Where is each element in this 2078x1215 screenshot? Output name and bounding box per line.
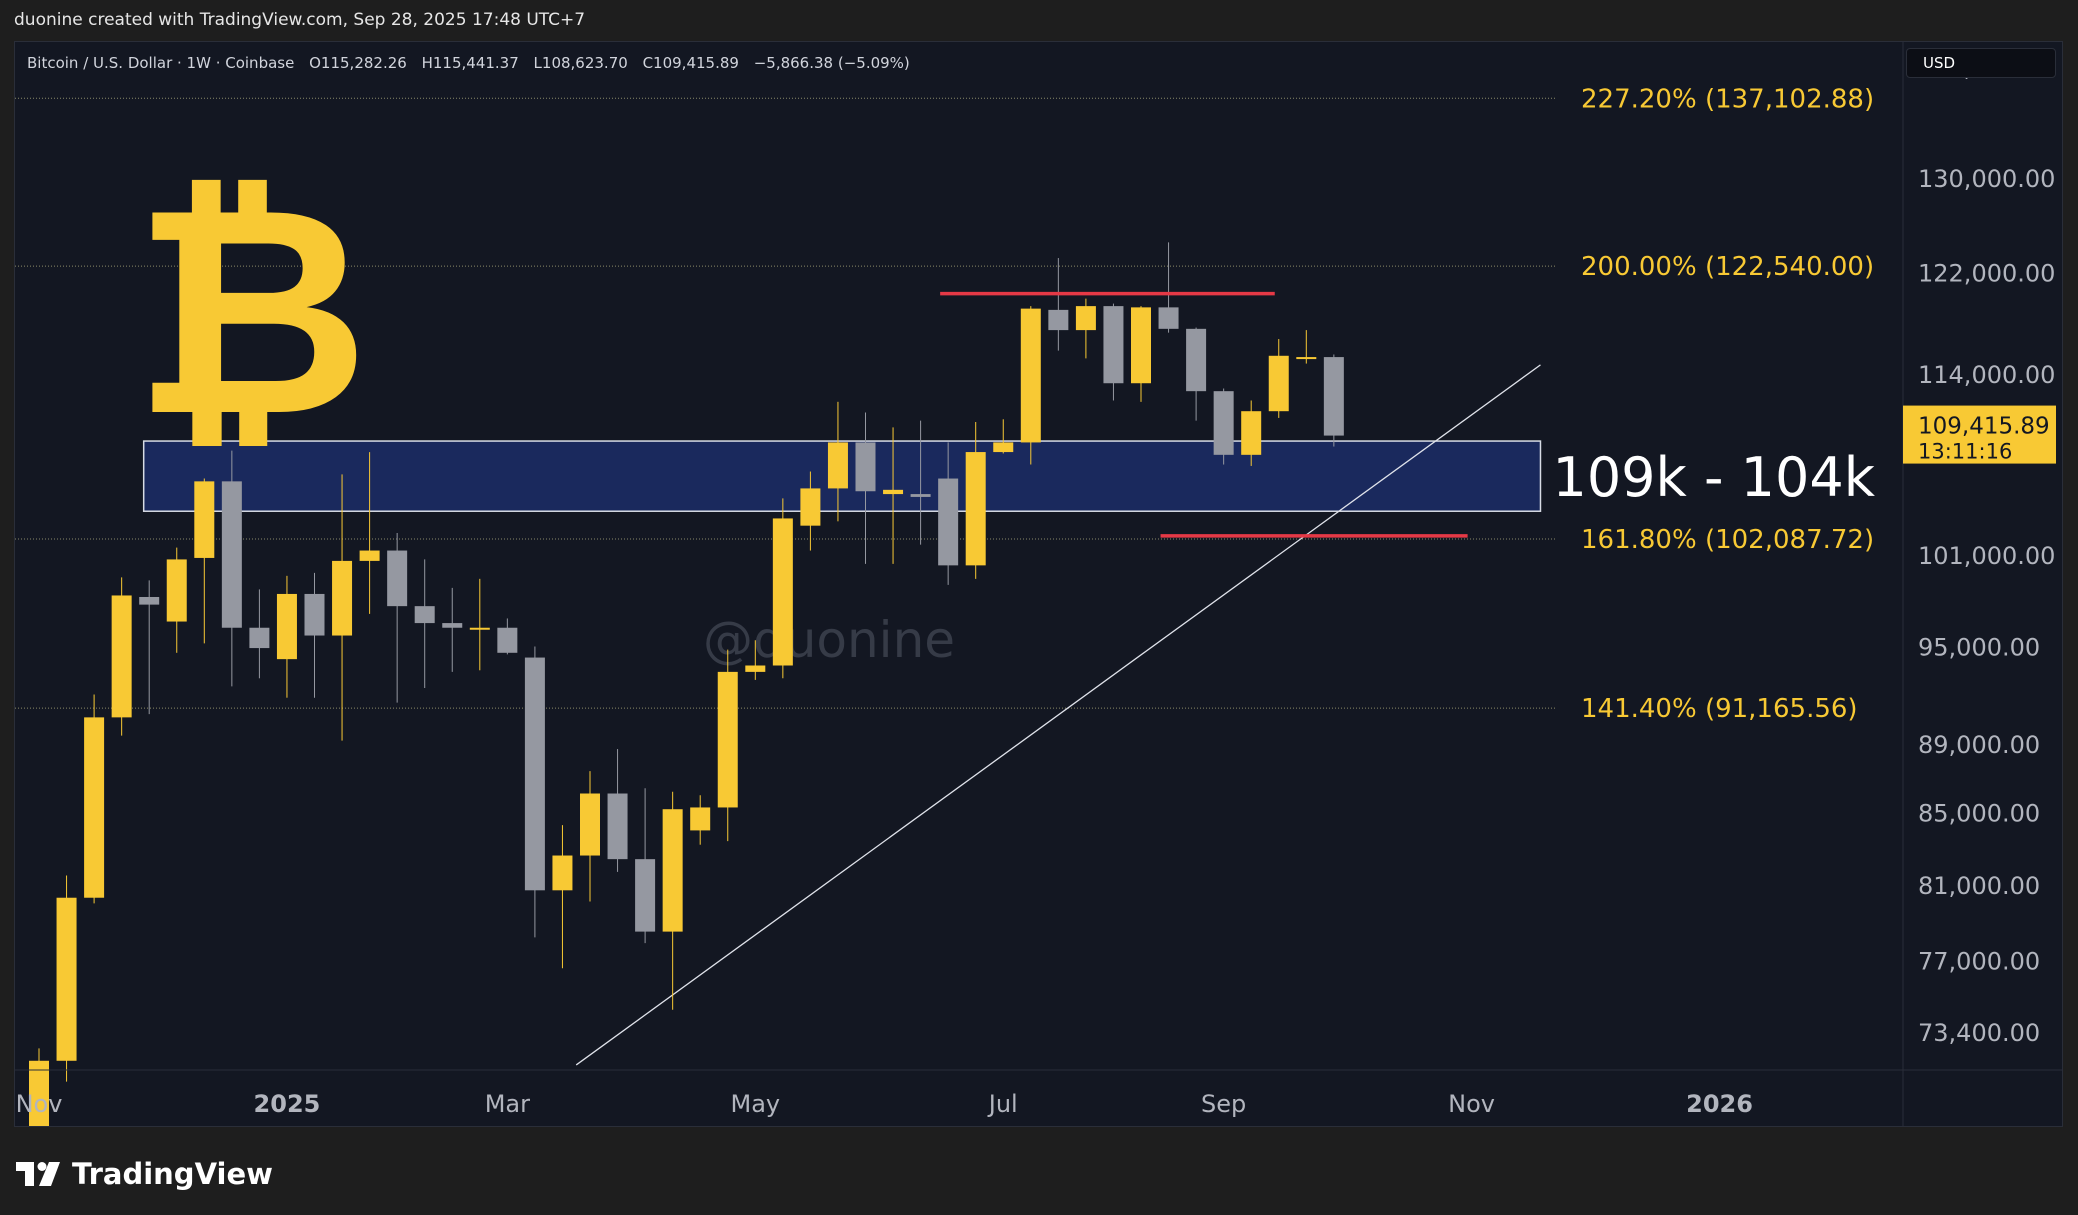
tradingview-logo[interactable]: TradingView [16, 1154, 273, 1194]
price-axis-label: 77,000.00 [1918, 947, 2040, 975]
candle-up [827, 442, 848, 489]
candle-up [1020, 308, 1041, 443]
candle-up [717, 671, 738, 808]
candle-down [910, 494, 931, 497]
price-axis-label: 85,000.00 [1918, 800, 2040, 828]
currency-button[interactable]: USD [1906, 48, 2056, 78]
ohlc-low: L108,623.70 [533, 54, 628, 72]
candle-down [139, 596, 160, 605]
time-axis-label: Nov [16, 1090, 63, 1118]
candle-down [442, 623, 463, 628]
price-axis-label: 81,000.00 [1918, 872, 2040, 900]
candle-up [883, 489, 904, 495]
price-axis-bg [1903, 42, 2062, 1126]
candle-down [1158, 307, 1179, 329]
fib-level-label: 141.40% (91,165.56) [1581, 694, 1858, 724]
candle-down [249, 627, 270, 649]
price-axis-label: 122,000.00 [1918, 260, 2055, 288]
countdown-label: 13:11:16 [1918, 440, 2012, 464]
fib-level-label: 200.00% (122,540.00) [1581, 252, 1874, 282]
bitcoin-logo-glyph: ₿ [133, 144, 369, 481]
candle-down [221, 481, 242, 628]
candle-down [1323, 357, 1344, 436]
price-axis-label: 101,000.00 [1918, 542, 2055, 570]
candle-up [1268, 355, 1289, 412]
candle-up [690, 807, 711, 831]
ohlc-high: H115,441.37 [421, 54, 519, 72]
candle-down [304, 593, 325, 636]
candle-up [772, 518, 793, 666]
candle-up [1075, 306, 1096, 331]
candle-up [993, 442, 1014, 453]
candle-down [1048, 309, 1069, 331]
chart-area[interactable]: 227.20% (137,102.88) 200.00% (122,540.00)… [14, 41, 2063, 1127]
symbol-name: Bitcoin / U.S. Dollar · 1W · Coinbase [27, 54, 295, 72]
candle-up [662, 809, 683, 932]
fib-level-label: 161.80% (102,087.72) [1581, 525, 1874, 555]
bitcoin-logo: ₿ [133, 144, 369, 481]
candle-up [965, 452, 986, 566]
tradingview-logo-icon [16, 1162, 60, 1186]
fib-level-label: 227.20% (137,102.88) [1581, 84, 1874, 114]
time-axis-label: Mar [485, 1090, 530, 1118]
candle-up [1296, 357, 1317, 360]
ohlc-change: −5,866.38 (−5.09%) [753, 54, 910, 72]
candle-up [194, 481, 215, 558]
candle-up [359, 550, 380, 561]
candle-down [607, 793, 628, 860]
symbol-legend: Bitcoin / U.S. Dollar · 1W · Coinbase O1… [27, 54, 920, 72]
chart-credit: duonine created with TradingView.com, Se… [14, 10, 586, 30]
price-axis-label: 73,400.00 [1918, 1019, 2040, 1047]
time-axis-label: May [730, 1090, 780, 1118]
watermark: @duonine [703, 611, 955, 669]
price-axis-label: 130,000.00 [1918, 165, 2055, 193]
candle-up [111, 595, 132, 718]
price-chart[interactable]: 227.20% (137,102.88) 200.00% (122,540.00)… [15, 42, 2063, 1127]
candle-down [1213, 391, 1234, 455]
candle-down [1103, 306, 1124, 384]
candle-up [332, 560, 353, 636]
time-axis-label: 2025 [254, 1090, 321, 1118]
candle-up [469, 627, 490, 630]
candle-up [276, 593, 297, 660]
time-axis-label: 2026 [1686, 1090, 1753, 1118]
candle-up [166, 559, 187, 622]
candle-down [524, 657, 545, 891]
time-axis-label: Nov [1448, 1090, 1495, 1118]
candle-up [84, 717, 105, 898]
time-axis-label: Jul [987, 1090, 1018, 1118]
candle-down [497, 627, 518, 653]
candle-up [29, 1060, 49, 1126]
zone-label: 109k - 104k [1552, 446, 1875, 509]
candle-down [938, 478, 959, 566]
ohlc-open: O115,282.26 [309, 54, 407, 72]
time-axis-label: Sep [1201, 1090, 1246, 1118]
tradingview-brand: TradingView [72, 1157, 273, 1191]
price-axis-label: 95,000.00 [1918, 633, 2040, 661]
candle-up [800, 488, 821, 526]
trendline [575, 364, 1541, 1066]
candle-down [855, 442, 876, 492]
ohlc-close: C109,415.89 [642, 54, 739, 72]
candle-down [1186, 328, 1207, 392]
candle-down [635, 859, 656, 932]
price-axis-label: 114,000.00 [1918, 361, 2055, 389]
candle-up [1131, 307, 1151, 384]
candle-down [387, 550, 408, 607]
candle-up [1241, 411, 1262, 455]
candle-up [56, 897, 77, 1061]
candle-down [414, 606, 435, 624]
price-axis-label: 89,000.00 [1918, 731, 2040, 759]
candle-up [552, 855, 573, 891]
last-price-label: 109,415.89 [1918, 414, 2050, 440]
candle-up [745, 665, 766, 672]
candle-up [580, 793, 600, 856]
last-price-badge [1903, 405, 2056, 464]
